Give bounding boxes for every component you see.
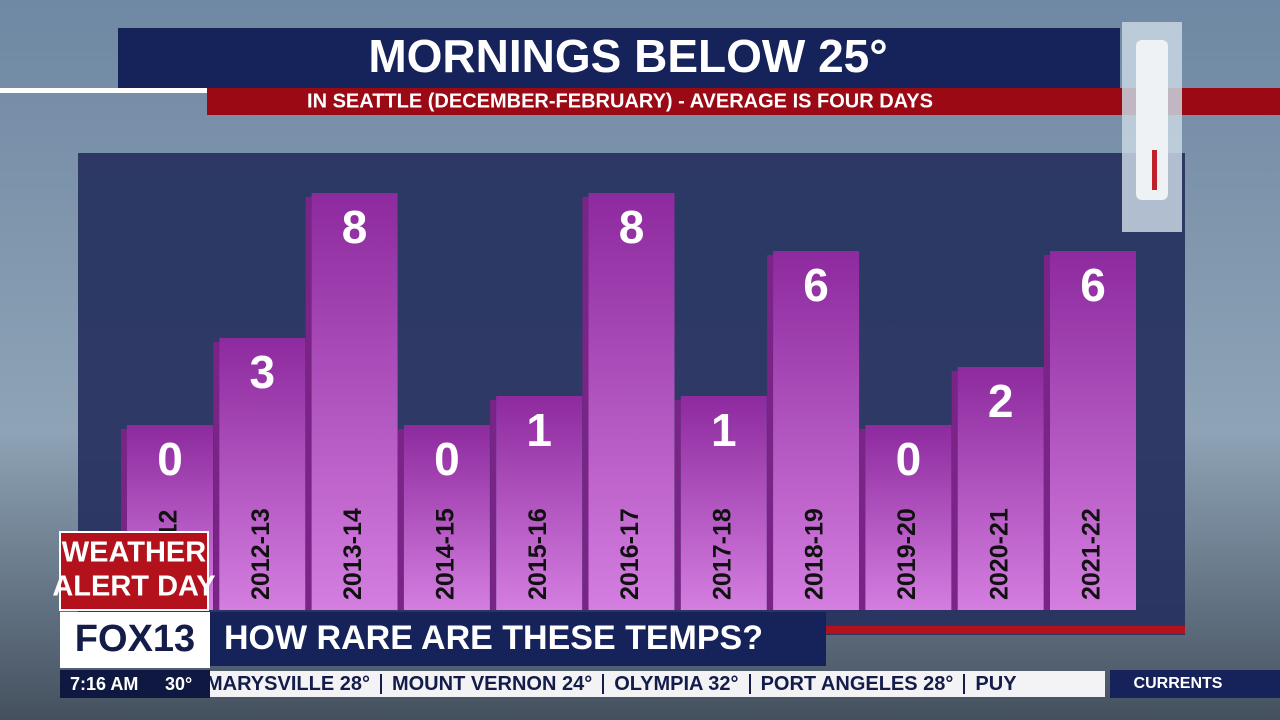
bar-side [305,197,312,610]
x-tick-label: 2021-22 [1078,508,1106,600]
current-temp: 30° [165,674,192,694]
separator [602,674,605,694]
thermometer-icon [1122,22,1182,232]
bar-side [674,400,681,610]
ticker-item: OLYMPIA 32° [614,672,739,695]
bar [1050,251,1136,610]
logo-box [60,612,210,668]
value-label: 1 [526,404,552,456]
x-tick-label: 2018-19 [801,508,829,600]
value-label: 8 [619,201,645,253]
bar-side [767,255,774,610]
value-label: 0 [434,433,460,485]
bar-side [1044,255,1050,610]
value-label: 0 [896,433,922,485]
bar [219,338,306,610]
currents-label: CURRENTS [1134,675,1223,692]
ticker-item: MARYSVILLE 28° [210,672,370,695]
x-tick-label: 2019-20 [893,508,921,600]
bar [496,396,583,610]
x-tick-label: 2014-15 [432,508,460,600]
rule [0,88,207,93]
logo: FOX13 [75,618,195,660]
chart-subtitle: IN SEATTLE (DECEMBER-FEBRUARY) - AVERAGE… [307,90,933,112]
bars: 02011-1232012-1382013-1402014-1512015-16… [121,193,1136,610]
alert-box [59,531,209,611]
ticker: MARYSVILLE 28° MOUNT VERNON 24° OLYMPIA 32… [210,671,1105,697]
bar-side [859,429,866,610]
value-label: 8 [342,201,368,253]
value-label: 0 [157,433,183,485]
clock: 7:16 AM [70,674,138,694]
bar [680,396,767,610]
bar-side [582,197,589,610]
x-tick-label: 2013-14 [339,508,367,600]
value-label: 2 [988,375,1014,427]
clock-box [60,670,210,698]
ticker-item: PORT ANGELES 28° [760,672,954,695]
alert-text: WEATHER [62,537,207,569]
bar [865,425,952,610]
bar-side [213,342,220,610]
bar-side [121,429,127,610]
currents-box [1110,670,1280,698]
value-label: 3 [250,346,276,398]
bar [311,193,398,610]
x-tick-label: 2012-13 [247,508,275,600]
separator [748,674,751,694]
x-tick-label: 2016-17 [616,508,644,600]
bar-side [951,371,958,610]
ticker-item: PUY [975,672,1017,695]
bar [403,425,490,610]
rule [826,626,1185,634]
bar [773,251,860,610]
ticker-item: MOUNT VERNON 24° [391,672,593,695]
separator [963,674,966,694]
alert-text: ALERT DAY [52,571,215,603]
value-label: 6 [803,259,829,311]
bar-side [490,400,497,610]
x-tick-label: 2020-21 [985,508,1013,600]
bar [957,367,1044,610]
headline-bar [210,612,826,666]
headline: HOW RARE ARE THESE TEMPS? [224,619,763,657]
chart-title: MORNINGS BELOW 25° [368,30,887,82]
bar [588,193,675,610]
value-label: 6 [1080,259,1106,311]
value-label: 1 [711,404,737,456]
x-tick-label: 2017-18 [708,508,736,600]
x-tick-label: 2015-16 [524,508,552,600]
subtitle-bar [207,88,1280,115]
title-bar [118,28,1120,88]
bar-side [397,429,404,610]
separator [379,674,382,694]
